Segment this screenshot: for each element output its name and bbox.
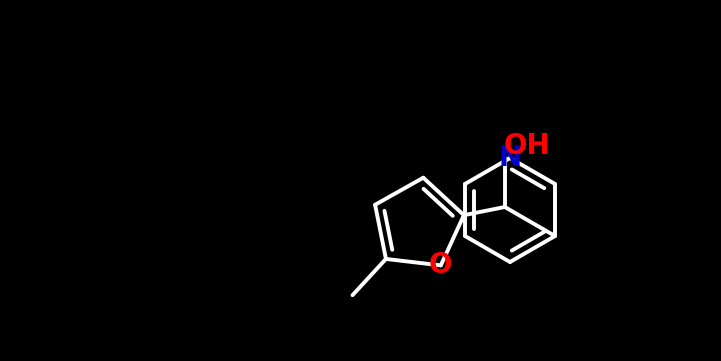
Text: N: N — [498, 144, 521, 172]
Text: OH: OH — [503, 132, 550, 160]
Text: O: O — [429, 251, 453, 279]
